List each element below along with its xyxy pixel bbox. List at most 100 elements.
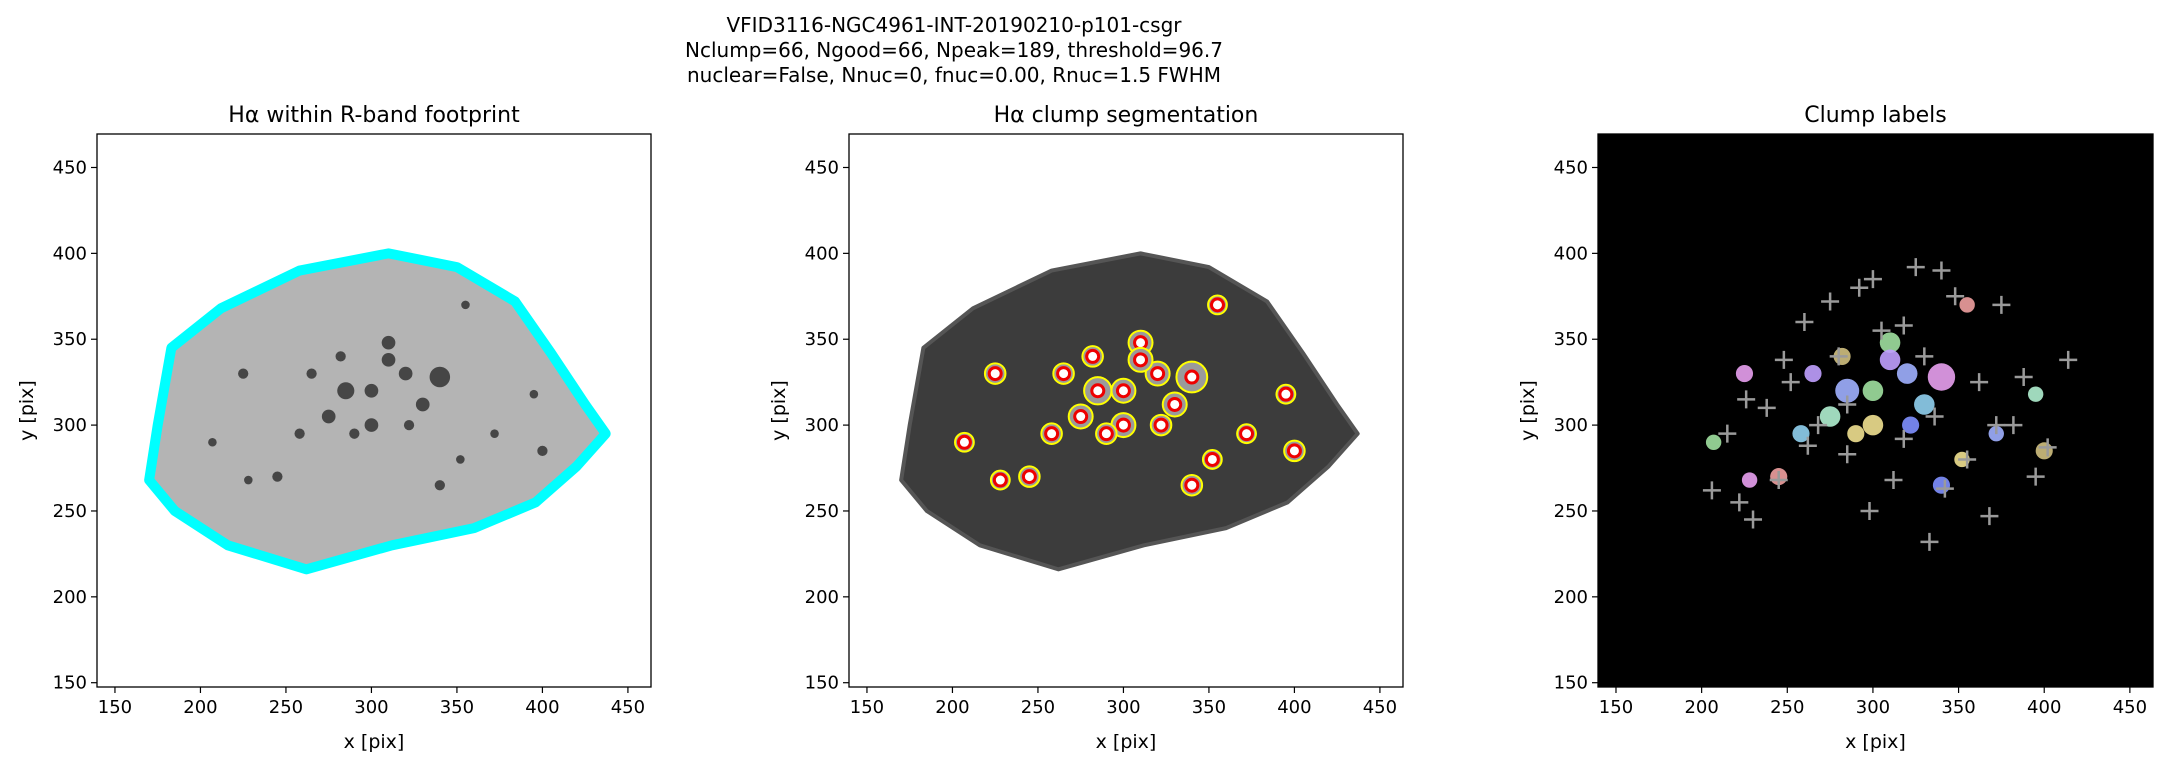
- peak-cross: [1795, 313, 1814, 332]
- suptitle: VFID3116-NGC4961-INT-20190210-p101-csgr: [726, 13, 1182, 37]
- peak-cross: [1970, 373, 1989, 392]
- clump-label: [2035, 442, 2053, 460]
- x-tick-label: 250: [269, 697, 303, 718]
- peak-cross: [1829, 347, 1848, 366]
- peak-cross: [1932, 261, 1951, 280]
- peak-cross: [1850, 278, 1869, 297]
- panel-title: Clump labels: [1804, 103, 1946, 128]
- emission-spot: [381, 335, 396, 350]
- peak-cross: [1992, 295, 2011, 314]
- axes-frame: [96, 133, 652, 688]
- peak-cross: [1798, 436, 1817, 455]
- peak-cross: [1757, 398, 1776, 417]
- x-tick-label: 150: [850, 697, 884, 718]
- emission-spot: [244, 475, 253, 485]
- y-axis-label: y [pix]: [768, 380, 790, 441]
- x-tick-label: 200: [935, 697, 969, 718]
- peak-marker: [1209, 297, 1225, 313]
- peak-cross: [1872, 321, 1891, 340]
- peak-cross: [1769, 471, 1788, 490]
- image-background: [1598, 134, 2153, 687]
- axes-frame: [848, 133, 1404, 688]
- clump-label: [1902, 416, 1920, 434]
- peak-cross: [1809, 416, 1828, 435]
- x-tick-label: 200: [183, 697, 217, 718]
- clump-label: [1959, 297, 1975, 313]
- peak-cross: [1744, 510, 1763, 529]
- peak-cross: [1774, 350, 1793, 369]
- suptitle: nuclear=False, Nnuc=0, fnuc=0.00, Rnuc=1…: [687, 63, 1221, 87]
- x-tick-label: 250: [1021, 697, 1055, 718]
- emission-spot: [294, 428, 305, 439]
- peak-cross: [1884, 471, 1903, 490]
- panel: [144, 248, 611, 575]
- x-tick-label: 350: [1941, 697, 1975, 718]
- peak-cross: [1821, 292, 1840, 311]
- peak-cross: [1894, 316, 1913, 335]
- clump-label: [1862, 380, 1884, 402]
- emission-spot: [456, 455, 465, 464]
- x-axis-label: x [pix]: [344, 731, 405, 753]
- emission-spot: [364, 418, 379, 432]
- y-tick-label: 450: [805, 157, 839, 178]
- peak-marker: [1044, 426, 1060, 442]
- peak-cross: [1906, 258, 1925, 277]
- footprint: [899, 251, 1360, 572]
- y-tick-label: 350: [53, 329, 87, 350]
- peak-cross: [1925, 407, 1944, 426]
- x-tick-label: 400: [525, 697, 559, 718]
- peak-marker: [1098, 426, 1114, 442]
- y-tick-label: 150: [805, 673, 839, 694]
- peak-marker: [1150, 366, 1166, 382]
- x-tick-label: 300: [354, 697, 388, 718]
- axes-frame: [1597, 133, 2154, 688]
- peak-cross: [1860, 501, 1879, 520]
- peak-marker: [1056, 366, 1072, 382]
- peak-marker: [1184, 477, 1200, 493]
- x-tick-label: 450: [1363, 697, 1397, 718]
- y-tick-label: 150: [1554, 673, 1588, 694]
- y-tick-label: 300: [53, 415, 87, 436]
- emission-spot: [272, 471, 283, 482]
- y-tick-label: 450: [53, 157, 87, 178]
- peak-cross: [1781, 373, 1800, 392]
- panel: [899, 251, 1360, 572]
- peak-marker: [1090, 383, 1106, 399]
- clump-label: [1735, 365, 1754, 383]
- clump-label: [1927, 363, 1956, 391]
- x-tick-label: 450: [611, 697, 645, 718]
- x-tick-label: 150: [98, 697, 132, 718]
- y-axis-label: y [pix]: [1517, 380, 1539, 441]
- emission-spot: [349, 428, 360, 439]
- y-tick-label: 400: [805, 243, 839, 264]
- peak-cross: [2014, 368, 2033, 387]
- peak-marker: [1133, 352, 1149, 368]
- peak-marker: [1184, 369, 1200, 385]
- peak-cross: [1958, 450, 1977, 469]
- peak-cross: [1946, 287, 1965, 306]
- y-tick-label: 200: [53, 587, 87, 608]
- peak-marker: [992, 472, 1008, 488]
- y-tick-label: 400: [53, 243, 87, 264]
- panel: [1598, 134, 2153, 687]
- peak-cross: [2059, 350, 2078, 369]
- emission-spot: [238, 368, 249, 379]
- y-tick-label: 350: [805, 329, 839, 350]
- peak-cross: [1894, 429, 1913, 448]
- peak-marker: [1286, 443, 1302, 459]
- y-tick-label: 400: [1554, 243, 1588, 264]
- peak-cross: [1920, 532, 1939, 551]
- y-tick-label: 450: [1554, 157, 1588, 178]
- clump-label: [1804, 365, 1822, 383]
- emission-spot: [490, 429, 499, 438]
- clump-label: [1835, 378, 1860, 403]
- x-tick-label: 450: [2113, 697, 2147, 718]
- clump-label: [1705, 434, 1722, 450]
- emission-spot: [461, 300, 470, 310]
- y-tick-label: 350: [1554, 329, 1588, 350]
- emission-spot: [364, 383, 379, 398]
- panel-title: Hα within R-band footprint: [228, 103, 520, 128]
- x-tick-label: 300: [1106, 697, 1140, 718]
- x-tick-label: 400: [1277, 697, 1311, 718]
